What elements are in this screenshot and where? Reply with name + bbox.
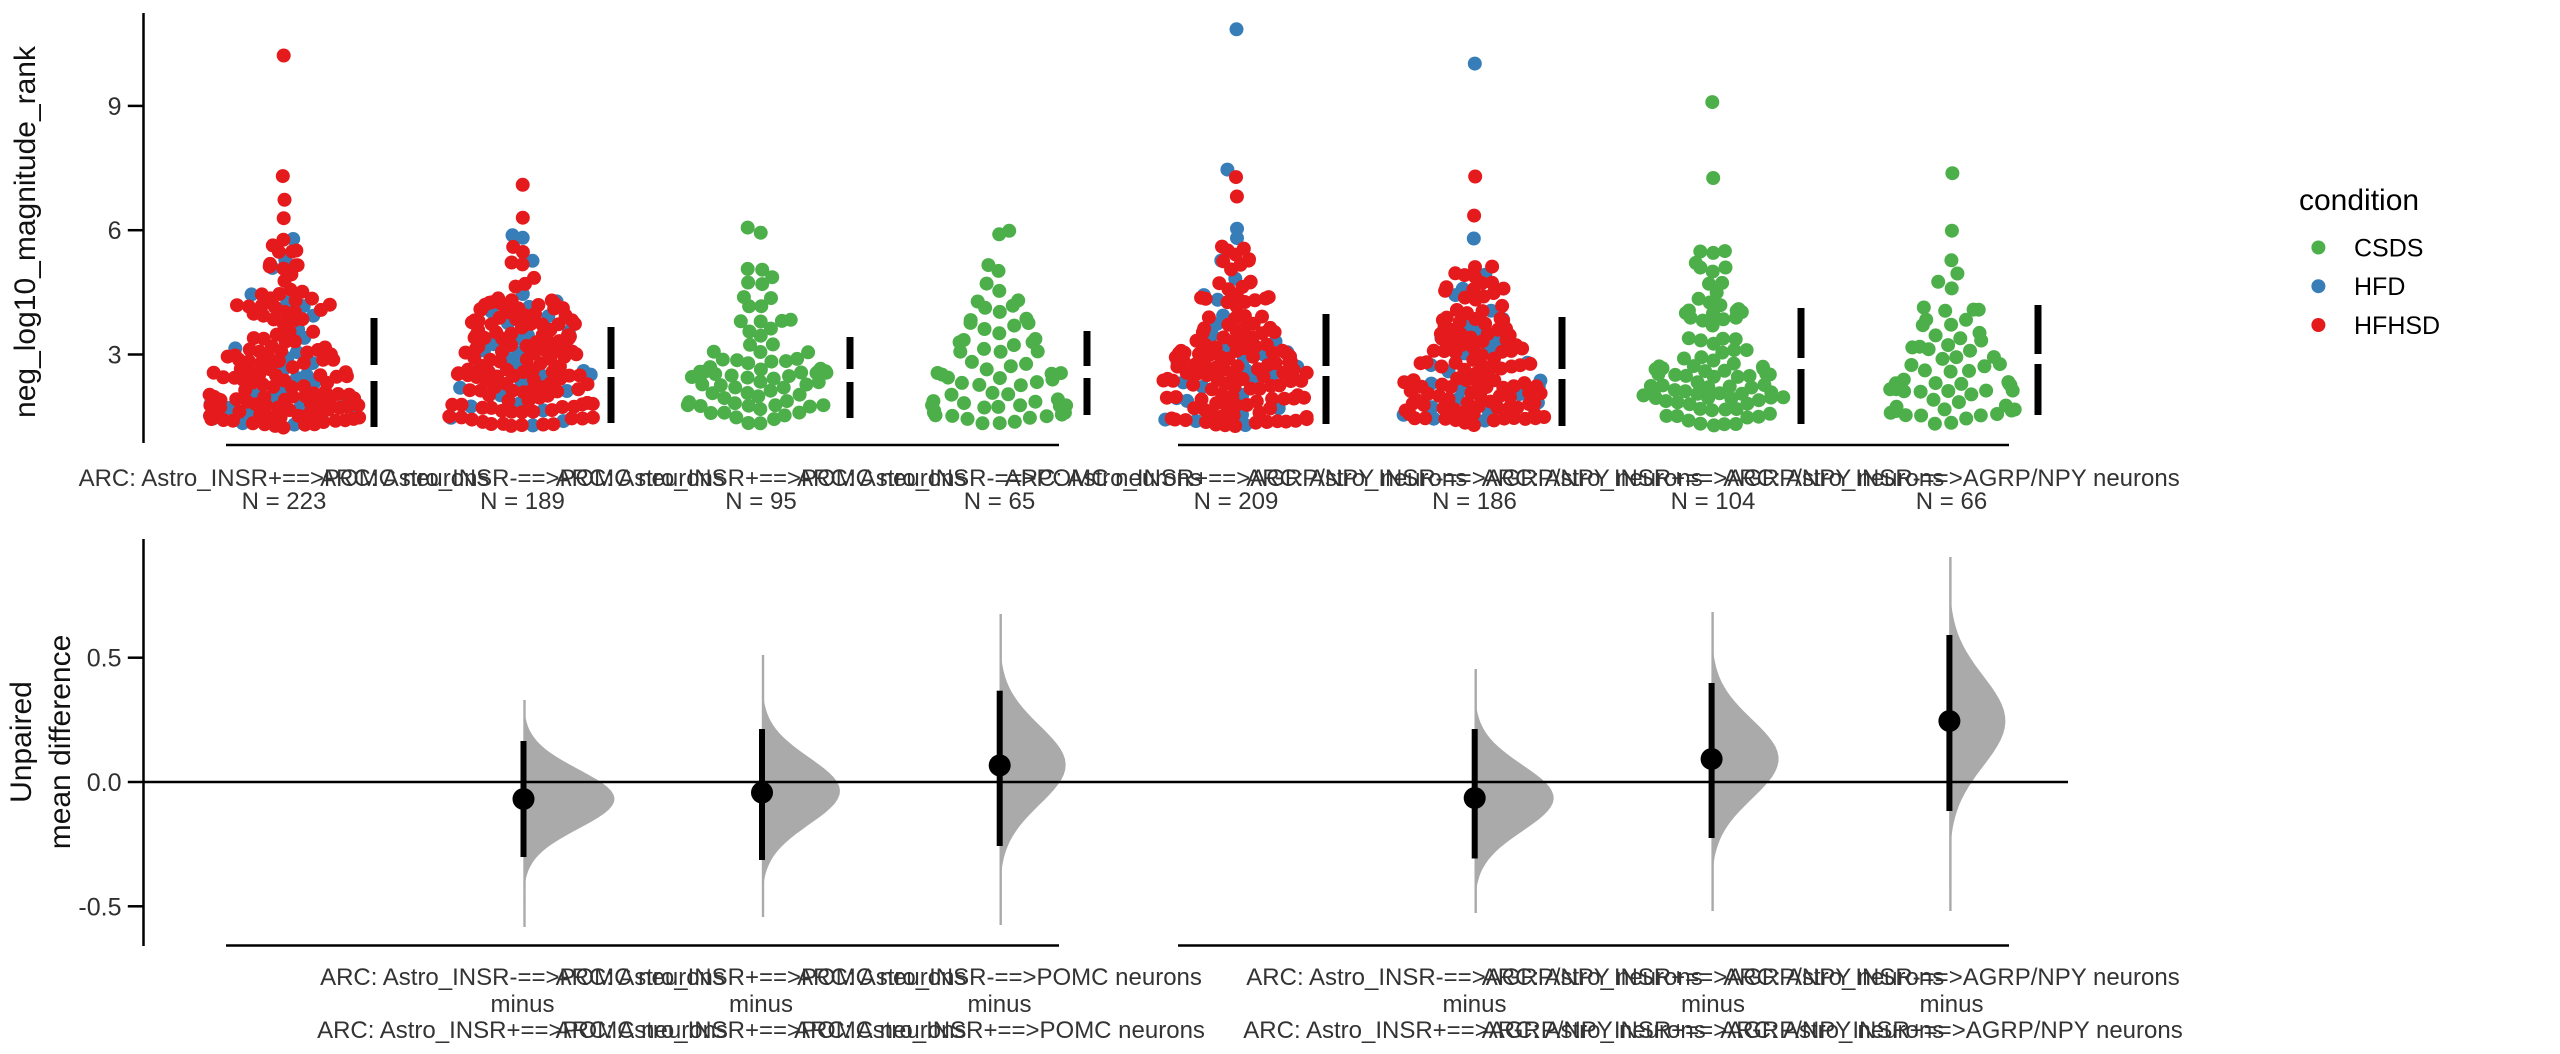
svg-text:-0.5: -0.5 bbox=[78, 893, 121, 921]
svg-text:N = 209: N = 209 bbox=[1194, 488, 1279, 515]
svg-text:ARC: Astro_INSR-==>POMC neuron: ARC: Astro_INSR-==>POMC neurons bbox=[320, 465, 725, 492]
svg-text:ARC: Astro_INSR-==>AGRP/NPY ne: ARC: Astro_INSR-==>AGRP/NPY neurons bbox=[1246, 964, 1702, 991]
svg-text:N = 104: N = 104 bbox=[1671, 488, 1756, 515]
svg-text:0.5: 0.5 bbox=[87, 645, 122, 673]
svg-text:ARC: Astro_INSR-==>POMC neuron: ARC: Astro_INSR-==>POMC neurons bbox=[797, 964, 1202, 991]
svg-text:ARC: Astro_INSR+==>AGRP/NPY ne: ARC: Astro_INSR+==>AGRP/NPY neurons bbox=[1720, 1017, 2182, 1044]
svg-text:ARC: Astro_INSR+==>POMC neuron: ARC: Astro_INSR+==>POMC neurons bbox=[556, 465, 967, 492]
svg-text:ARC: Astro_INSR-==>AGRP/NPY ne: ARC: Astro_INSR-==>AGRP/NPY neurons bbox=[1723, 465, 2179, 492]
svg-text:6: 6 bbox=[108, 217, 122, 245]
svg-text:ARC: Astro_INSR-==>POMC neuron: ARC: Astro_INSR-==>POMC neurons bbox=[320, 964, 725, 991]
svg-text:ARC: Astro_INSR+==>AGRP/NPY ne: ARC: Astro_INSR+==>AGRP/NPY neurons bbox=[1005, 465, 1467, 492]
svg-text:N = 186: N = 186 bbox=[1432, 488, 1517, 515]
svg-text:Unpaired: Unpaired bbox=[5, 681, 38, 803]
svg-text:neg_log10_magnitude_rank: neg_log10_magnitude_rank bbox=[9, 45, 42, 418]
svg-text:ARC: Astro_INSR+==>POMC neuron: ARC: Astro_INSR+==>POMC neurons bbox=[794, 1017, 1205, 1044]
svg-text:ARC: Astro_INSR-==>POMC neuron: ARC: Astro_INSR-==>POMC neurons bbox=[797, 465, 1202, 492]
svg-text:ARC: Astro_INSR+==>POMC neuron: ARC: Astro_INSR+==>POMC neurons bbox=[556, 1017, 967, 1044]
svg-text:ARC: Astro_INSR+==>AGRP/NPY ne: ARC: Astro_INSR+==>AGRP/NPY neurons bbox=[1243, 1017, 1705, 1044]
svg-text:0.0: 0.0 bbox=[87, 769, 122, 797]
svg-text:HFHSD: HFHSD bbox=[2354, 312, 2440, 340]
svg-text:3: 3 bbox=[108, 342, 122, 370]
svg-text:minus: minus bbox=[1442, 991, 1506, 1018]
svg-text:minus: minus bbox=[490, 991, 554, 1018]
svg-text:minus: minus bbox=[1919, 991, 1983, 1018]
svg-text:N = 223: N = 223 bbox=[242, 488, 327, 515]
svg-text:ARC: Astro_INSR+==>AGRP/NPY ne: ARC: Astro_INSR+==>AGRP/NPY neurons bbox=[1482, 1017, 1944, 1044]
svg-text:mean difference: mean difference bbox=[44, 635, 77, 850]
svg-text:ARC: Astro_INSR+==>POMC neuron: ARC: Astro_INSR+==>POMC neurons bbox=[556, 964, 967, 991]
svg-text:ARC: Astro_INSR+==>AGRP/NPY ne: ARC: Astro_INSR+==>AGRP/NPY neurons bbox=[1482, 964, 1944, 991]
svg-text:condition: condition bbox=[2299, 184, 2419, 217]
svg-text:N = 95: N = 95 bbox=[725, 488, 796, 515]
svg-text:ARC: Astro_INSR-==>AGRP/NPY ne: ARC: Astro_INSR-==>AGRP/NPY neurons bbox=[1246, 465, 1702, 492]
svg-text:ARC: Astro_INSR+==>POMC neuron: ARC: Astro_INSR+==>POMC neurons bbox=[317, 1017, 728, 1044]
svg-text:HFD: HFD bbox=[2354, 273, 2405, 301]
svg-text:minus: minus bbox=[1681, 991, 1745, 1018]
svg-text:N = 189: N = 189 bbox=[480, 488, 565, 515]
svg-text:ARC: Astro_INSR+==>AGRP/NPY ne: ARC: Astro_INSR+==>AGRP/NPY neurons bbox=[1482, 465, 1944, 492]
svg-text:ARC: Astro_INSR-==>AGRP/NPY ne: ARC: Astro_INSR-==>AGRP/NPY neurons bbox=[1723, 964, 2179, 991]
svg-text:minus: minus bbox=[729, 991, 793, 1018]
svg-text:ARC: Astro_INSR+==>POMC neuron: ARC: Astro_INSR+==>POMC neurons bbox=[79, 465, 490, 492]
svg-text:CSDS: CSDS bbox=[2354, 235, 2423, 263]
svg-text:N = 66: N = 66 bbox=[1916, 488, 1987, 515]
svg-text:minus: minus bbox=[967, 991, 1031, 1018]
svg-text:9: 9 bbox=[108, 93, 122, 121]
svg-text:N = 65: N = 65 bbox=[964, 488, 1035, 515]
